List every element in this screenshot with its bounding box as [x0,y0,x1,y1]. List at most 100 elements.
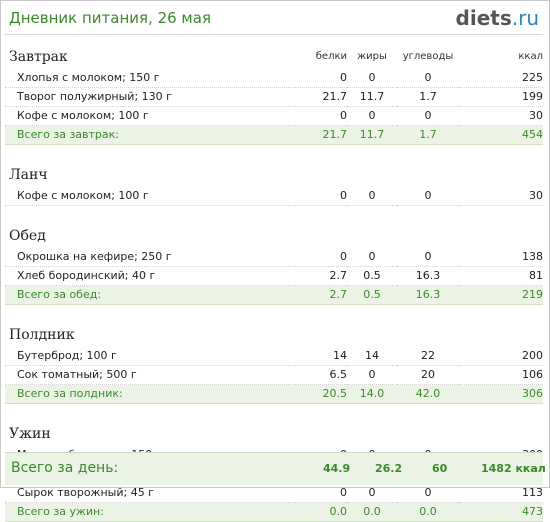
logo-main: diets [455,6,512,30]
food-name: Кофе с молоком; 100 г [5,106,295,126]
meal-total-row: Всего за завтрак: 21.7 11.7 1.7 454 [5,125,543,145]
col-header-fat: жиры [357,51,387,62]
meal-name: Обед [9,228,46,244]
meal-total-kcal: 219 [459,285,543,305]
site-logo[interactable]: diets.ru [456,6,539,30]
food-carbs: 0 [397,106,459,126]
food-protein: 6.5 [295,365,347,385]
meal-header-row: Ланч [5,163,543,187]
empty-cell [397,224,459,248]
food-name: Сок томатный; 500 г [5,365,295,385]
food-row[interactable]: Сырок творожный; 45 г 0 0 0 113 [5,483,543,503]
food-fat: 11.7 [347,87,397,107]
day-total-kcal: 1482 ккал [481,462,546,475]
header-divider [5,34,543,35]
food-row[interactable]: Кофе с молоком; 100 г 0 0 0 30 [5,187,543,206]
empty-cell [347,323,397,347]
meal-total-fat: 0.5 [347,285,397,305]
meal-header-row: Полдник [5,323,543,347]
food-carbs: 1.7 [397,87,459,107]
day-total-carbs: 60 [432,462,448,475]
meal-total-carbs: 0.0 [397,502,459,522]
empty-cell [459,224,543,248]
empty-cell [295,163,347,187]
food-fat: 0 [347,483,397,503]
food-fat: 0 [347,106,397,126]
food-row[interactable]: Хлеб бородинский; 40 г 2.7 0.5 16.3 81 [5,266,543,286]
food-name: Кофе с молоком; 100 г [5,187,295,206]
food-protein: 0 [295,106,347,126]
meal-header-row: Ужин [5,422,543,446]
food-carbs: 0 [397,248,459,267]
empty-cell [295,224,347,248]
food-carbs: 0 [397,483,459,503]
food-row[interactable]: Бутерброд; 100 г 14 14 22 200 [5,347,543,366]
food-protein: 21.7 [295,87,347,107]
food-row[interactable]: Сок томатный; 500 г 6.5 0 20 106 [5,365,543,385]
food-kcal: 225 [459,69,543,88]
food-kcal: 199 [459,87,543,107]
meal-total-row: Всего за полдник: 20.5 14.0 42.0 306 [5,384,543,404]
empty-cell [347,422,397,446]
meal-total-carbs: 42.0 [397,384,459,404]
meal-name: Ужин [9,426,51,442]
meal-total-label: Всего за завтрак: [5,125,295,145]
meal-total-row: Всего за обед: 2.7 0.5 16.3 219 [5,285,543,305]
empty-cell [295,422,347,446]
meal-total-kcal: 454 [459,125,543,145]
food-fat: 14 [347,347,397,366]
food-protein: 2.7 [295,266,347,286]
food-protein: 0 [295,69,347,88]
meal-header-row: Обед [5,224,543,248]
header: Дневник питания, 26 мая diets.ru [1,1,549,33]
food-kcal: 30 [459,187,543,206]
food-protein: 0 [295,187,347,206]
day-total-protein: 44.9 [323,462,351,475]
meal-total-carbs: 16.3 [397,285,459,305]
gap-cell [5,206,543,225]
food-protein: 0 [295,248,347,267]
meal-total-fat: 0.0 [347,502,397,522]
food-row[interactable]: Хлопья с молоком; 150 г 0 0 0 225 [5,69,543,88]
day-total-label: Всего за день: [11,460,119,476]
food-protein: 0 [295,483,347,503]
food-row[interactable]: Окрошка на кефире; 250 г 0 0 0 138 [5,248,543,267]
empty-cell [459,163,543,187]
food-row[interactable]: Творог полужирный; 130 г 21.7 11.7 1.7 199 [5,87,543,107]
food-name: Бутерброд; 100 г [5,347,295,366]
gap-cell [5,404,543,423]
food-carbs: 20 [397,365,459,385]
food-fat: 0 [347,187,397,206]
food-kcal: 200 [459,347,543,366]
food-fat: 0 [347,365,397,385]
meal-total-label: Всего за обед: [5,285,295,305]
meal-gap [5,145,543,164]
food-fat: 0 [347,248,397,267]
diary-table: Завтрак белки жиры углеводы ккал Хлопья с мол… [5,45,543,522]
meal-gap [5,305,543,324]
empty-cell [347,224,397,248]
food-carbs: 0 [397,69,459,88]
col-header-kcal: ккал [518,51,543,62]
meal-total-fat: 11.7 [347,125,397,145]
meal-total-protein: 0.0 [295,502,347,522]
meal-total-kcal: 473 [459,502,543,522]
meal-name: Ланч [9,167,48,183]
gap-cell [5,145,543,164]
food-kcal: 113 [459,483,543,503]
meal-gap [5,404,543,423]
meal-name: Завтрак [9,49,68,65]
empty-cell [397,422,459,446]
food-row[interactable]: Кофе с молоком; 100 г 0 0 0 30 [5,106,543,126]
meal-total-protein: 20.5 [295,384,347,404]
food-carbs: 16.3 [397,266,459,286]
meal-total-protein: 2.7 [295,285,347,305]
page-title: Дневник питания, 26 мая [9,9,211,27]
empty-cell [459,422,543,446]
meal-gap [5,206,543,225]
empty-cell [459,323,543,347]
food-name: Творог полужирный; 130 г [5,87,295,107]
food-kcal: 30 [459,106,543,126]
food-name: Сырок творожный; 45 г [5,483,295,503]
gap-cell [5,305,543,324]
